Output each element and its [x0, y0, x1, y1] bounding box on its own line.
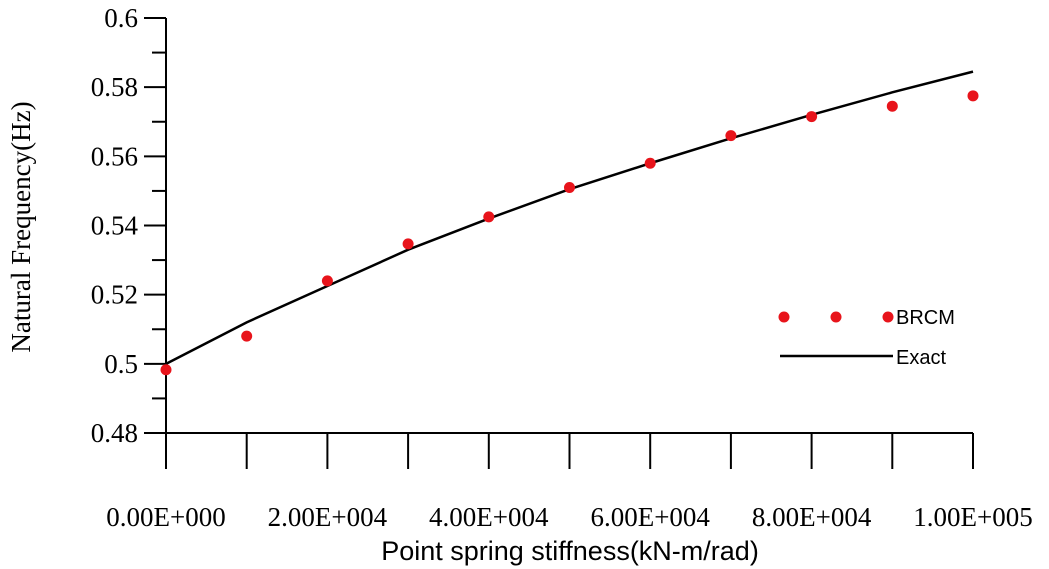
y-tick-label: 0.48 — [91, 418, 138, 448]
x-axis-ticks: 0.00E+000 2.00E+004 4.00E+004 6.00E+004 8.00… — [106, 433, 1033, 532]
legend-brcm-markers — [778, 311, 894, 323]
exact-series — [165, 70, 974, 365]
brcm-point — [644, 157, 656, 169]
x-axis-title: Point spring stiffness(kN-m/rad) — [381, 536, 759, 566]
y-axis-title: Natural Frequency(Hz) — [6, 101, 36, 352]
legend-brcm-label: BRCM — [896, 307, 955, 329]
brcm-point — [160, 364, 172, 376]
x-tick-label: 4.00E+004 — [429, 502, 549, 532]
brcm-point — [321, 275, 333, 287]
legend-brcm-marker — [882, 311, 894, 323]
y-tick-label: 0.52 — [91, 280, 138, 310]
brcm-series — [160, 90, 979, 376]
legend-brcm-marker — [830, 311, 842, 323]
x-tick-label: 2.00E+004 — [268, 502, 388, 532]
y-tick-label: 0.54 — [91, 211, 139, 241]
y-tick-label: 0.5 — [104, 349, 138, 379]
x-tick-label: 0.00E+000 — [106, 502, 225, 532]
brcm-point — [402, 238, 414, 250]
y-tick-label: 0.6 — [104, 3, 138, 33]
axes — [165, 18, 973, 469]
y-tick-label: 0.58 — [91, 72, 138, 102]
brcm-point — [967, 90, 979, 102]
x-tick-label: 1.00E+005 — [913, 502, 1032, 532]
exact-line — [165, 70, 974, 365]
brcm-point — [806, 111, 818, 123]
legend-exact-label: Exact — [896, 347, 946, 369]
brcm-point — [564, 181, 575, 193]
brcm-point — [725, 130, 737, 142]
brcm-point — [241, 330, 253, 342]
brcm-point — [886, 100, 898, 112]
brcm-point — [483, 211, 495, 223]
legend: BRCM Exact — [778, 307, 955, 369]
x-tick-label: 6.00E+004 — [590, 502, 710, 532]
y-tick-label: 0.56 — [91, 141, 138, 171]
x-tick-label: 8.00E+004 — [752, 502, 872, 532]
y-axis-ticks: 0.48 0.5 0.52 0.54 0.56 0.58 0.6 — [91, 3, 166, 448]
legend-brcm-marker — [778, 311, 790, 323]
